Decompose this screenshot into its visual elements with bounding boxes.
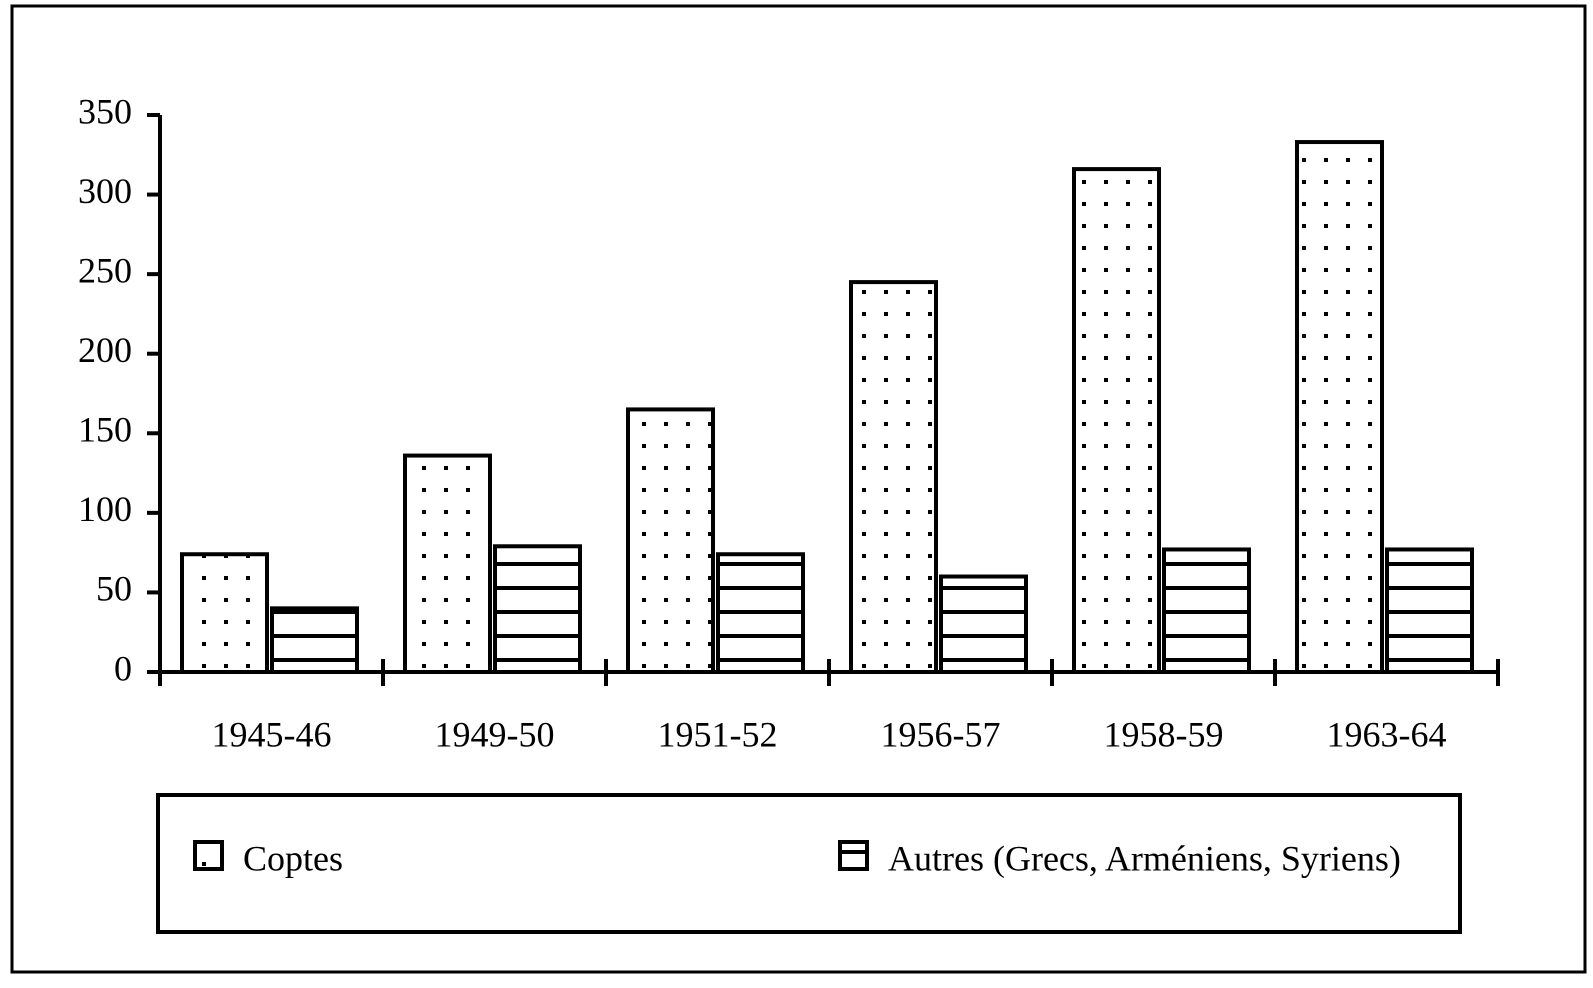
bar bbox=[849, 280, 938, 674]
legend-label: Autres (Grecs, Arméniens, Syriens) bbox=[888, 838, 1401, 878]
bar bbox=[403, 453, 492, 674]
bar bbox=[1162, 547, 1251, 675]
x-tick-label: 1963-64 bbox=[1327, 714, 1447, 754]
y-tick-label: 250 bbox=[78, 250, 132, 290]
bar bbox=[1295, 140, 1384, 675]
legend-swatch bbox=[838, 840, 869, 871]
legend-box bbox=[156, 793, 1462, 934]
legend-label: Coptes bbox=[243, 838, 343, 878]
x-tick-label: 1956-57 bbox=[881, 714, 1001, 754]
y-tick-label: 200 bbox=[78, 330, 132, 370]
y-tick-label: 300 bbox=[78, 171, 132, 211]
legend-swatch bbox=[193, 840, 224, 871]
bar bbox=[180, 552, 269, 675]
bar bbox=[493, 544, 582, 675]
bar bbox=[716, 552, 805, 675]
y-tick-label: 0 bbox=[114, 648, 132, 688]
x-tick-label: 1945-46 bbox=[212, 714, 332, 754]
bar bbox=[1385, 547, 1474, 675]
bar bbox=[939, 574, 1028, 674]
x-tick-label: 1958-59 bbox=[1104, 714, 1224, 754]
y-tick-label: 100 bbox=[78, 489, 132, 529]
bar bbox=[1072, 167, 1161, 674]
y-tick-label: 350 bbox=[78, 91, 132, 131]
x-tick-label: 1949-50 bbox=[435, 714, 555, 754]
y-tick-label: 50 bbox=[96, 569, 132, 609]
x-tick-label: 1951-52 bbox=[658, 714, 778, 754]
bar bbox=[270, 606, 359, 674]
bar bbox=[626, 407, 715, 674]
y-tick-label: 150 bbox=[78, 410, 132, 450]
